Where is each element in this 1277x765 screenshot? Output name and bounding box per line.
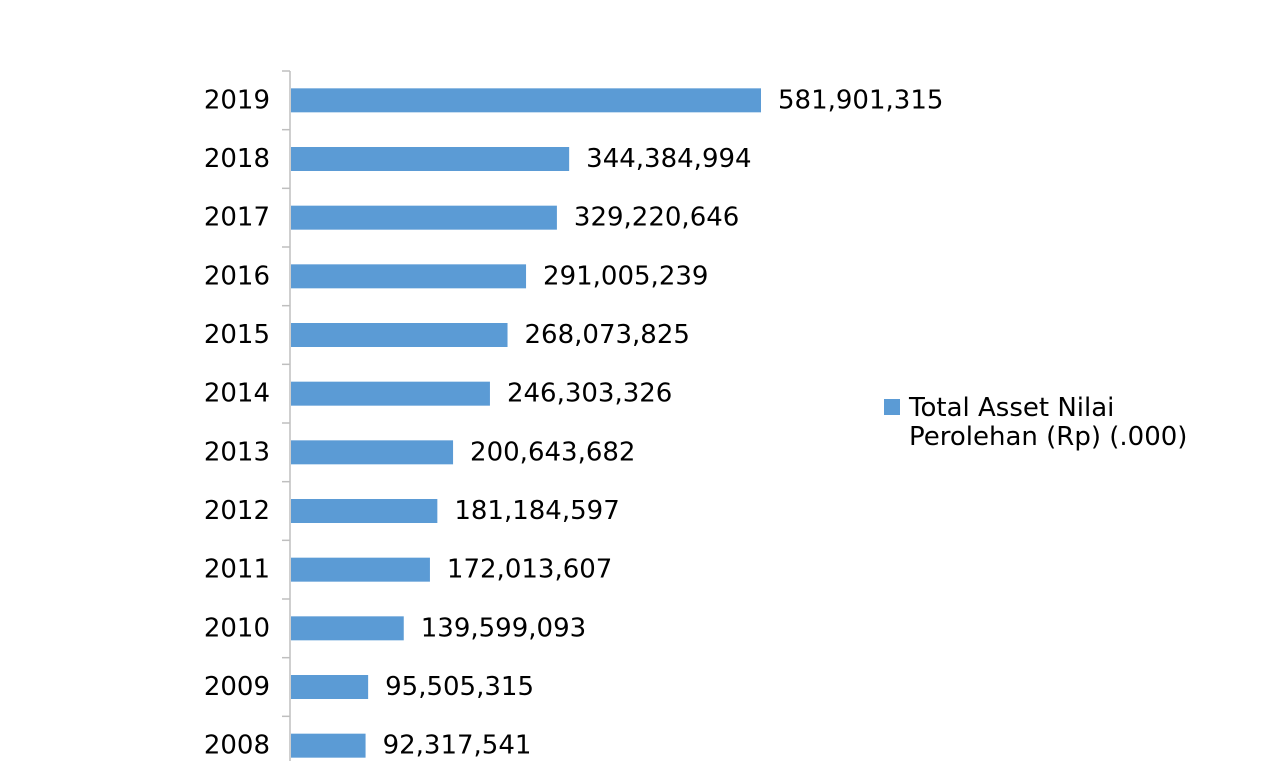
y-tick-label: 2009 xyxy=(204,672,270,702)
legend-swatch xyxy=(884,399,900,415)
data-label: 139,599,093 xyxy=(421,613,586,643)
bar xyxy=(291,147,570,171)
y-tick-label: 2016 xyxy=(204,261,270,291)
bar xyxy=(291,88,761,113)
bar xyxy=(291,557,430,582)
data-label: 291,005,239 xyxy=(543,261,708,291)
data-label: 246,303,326 xyxy=(507,379,672,409)
bar xyxy=(291,440,454,465)
y-tick-label: 2012 xyxy=(204,496,270,526)
bar xyxy=(291,499,438,523)
data-label: 268,073,825 xyxy=(525,320,690,350)
y-tick-label: 2013 xyxy=(204,437,270,467)
bar xyxy=(291,733,366,758)
legend: Total Asset Nilai Perolehan (Rp) (.000) xyxy=(884,394,1244,452)
y-tick-label: 2017 xyxy=(204,203,270,233)
data-label: 200,643,682 xyxy=(470,437,635,467)
bar xyxy=(291,381,490,406)
bar xyxy=(291,264,527,289)
y-tick-label: 2015 xyxy=(204,320,270,350)
y-tick-label: 2011 xyxy=(204,555,270,585)
bar xyxy=(291,616,404,641)
bar xyxy=(291,675,369,699)
bar xyxy=(291,323,508,347)
data-label: 172,013,607 xyxy=(447,555,612,585)
y-tick-label: 2019 xyxy=(204,85,270,115)
y-tick-label: 2018 xyxy=(204,144,270,174)
bar xyxy=(291,205,557,230)
legend-label: Total Asset Nilai Perolehan (Rp) (.000) xyxy=(909,393,1188,452)
data-label: 329,220,646 xyxy=(574,203,739,233)
data-label: 95,505,315 xyxy=(385,672,534,702)
y-tick-label: 2014 xyxy=(204,379,270,409)
y-tick-label: 2010 xyxy=(204,613,270,643)
data-label: 344,384,994 xyxy=(586,144,751,174)
data-label: 181,184,597 xyxy=(454,496,619,526)
data-label: 581,901,315 xyxy=(778,85,943,115)
data-label: 92,317,541 xyxy=(383,731,532,761)
y-tick-label: 2008 xyxy=(204,731,270,761)
